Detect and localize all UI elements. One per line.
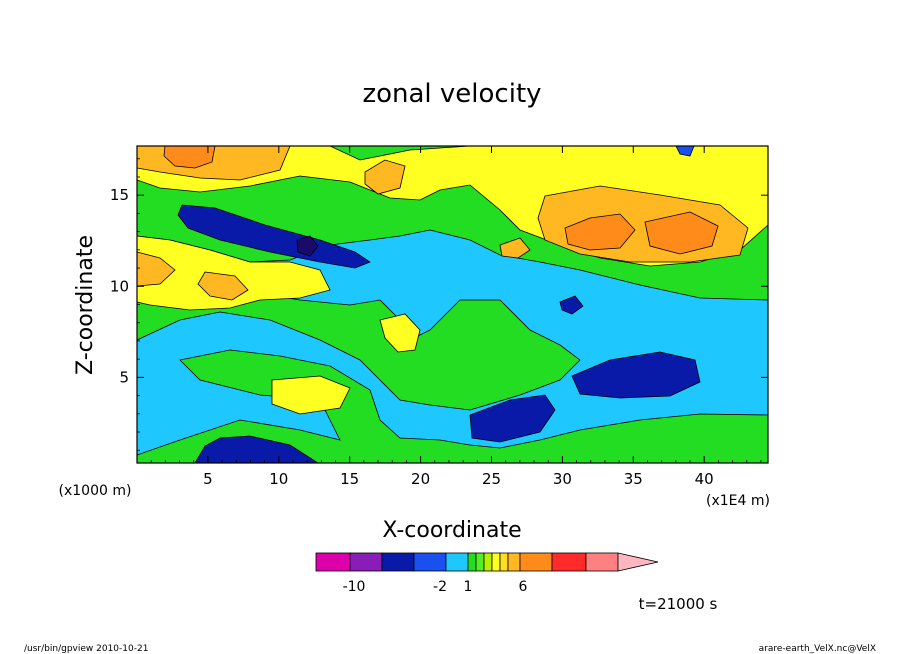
- orange-max-right-b: [644, 211, 719, 255]
- x-tick-label: 20: [411, 470, 430, 488]
- yellow-zone-lower: [271, 375, 351, 415]
- blue-zone-upper-left: [177, 204, 371, 269]
- x-tick-label: 35: [624, 470, 643, 488]
- colorbar-cell: [467, 552, 477, 572]
- orange-max-right-a: [564, 213, 636, 251]
- colorbar-cell: [519, 552, 553, 572]
- colorbar-cell: [381, 552, 415, 572]
- x-tick-label: 40: [695, 470, 714, 488]
- colorbar-cell: [585, 552, 619, 572]
- x-tick-label: 25: [482, 470, 501, 488]
- blue-max-upper-left: [296, 235, 319, 257]
- footer-right: arare-earth_VelX.nc@VelX: [759, 644, 876, 654]
- orange-max-topleft: [163, 146, 216, 169]
- orange-zone-mid-right: [499, 237, 531, 259]
- blue-zone-lower-mid: [469, 394, 556, 443]
- colorbar-extend-arrow: [617, 552, 659, 572]
- colorbar-tick-label: 1: [464, 579, 473, 595]
- x-tick-label: 30: [553, 470, 572, 488]
- x-axis-label: X-coordinate: [382, 518, 521, 543]
- colorbar: [315, 552, 659, 572]
- colorbar-cell: [551, 552, 587, 572]
- x-tick-label: 10: [269, 470, 288, 488]
- y-axis-label: Z-coordinate: [73, 235, 98, 375]
- colorbar-tick-label: -10: [343, 579, 366, 595]
- time-annotation: t=21000 s: [639, 595, 718, 613]
- colorbar-cell: [475, 552, 485, 572]
- blue-zone-bottom: [194, 435, 319, 463]
- x-tick-label: 15: [340, 470, 359, 488]
- y-unit-label: (x1000 m): [59, 483, 132, 499]
- colorbar-tick-label: -2: [433, 579, 447, 595]
- colorbar-cell: [507, 552, 521, 572]
- colorbar-tick-label: 6: [519, 579, 528, 595]
- y-tick-label: 15: [110, 186, 129, 204]
- colorbar-labels: -10 -2 1 6: [343, 579, 528, 595]
- colorbar-cell: [491, 552, 501, 572]
- orange-yellow-mid-left: [197, 271, 249, 301]
- y-tick-label: 10: [110, 277, 129, 295]
- colorbar-cell: [315, 552, 351, 572]
- orange-zone-top-center: [364, 159, 406, 195]
- y-axis-ticks: 5 10 15: [110, 158, 768, 451]
- colorbar-cell: [349, 552, 383, 572]
- y-tick-label: 5: [119, 368, 129, 386]
- blue-zone-top-right: [675, 146, 695, 157]
- green-zone-middle: [137, 284, 581, 411]
- colorbar-cell: [445, 552, 469, 572]
- contour-field: [137, 146, 768, 463]
- blue-zone-right: [571, 351, 701, 399]
- colorbar-cell: [413, 552, 447, 572]
- yellow-zone-center: [379, 313, 421, 353]
- blue-spot-right: [559, 295, 584, 315]
- x-unit-label: (x1E4 m): [706, 493, 770, 509]
- footer-left: /usr/bin/gpview 2010-10-21: [24, 644, 148, 654]
- x-tick-label: 5: [203, 470, 213, 488]
- colorbar-cell: [499, 552, 509, 572]
- x-axis-ticks: 5 10 15 20 25 30 35 40: [150, 146, 762, 488]
- yellow-zone-left: [137, 235, 331, 311]
- orange-yellow-left: [137, 251, 176, 287]
- chart-title: zonal velocity: [362, 79, 541, 109]
- colorbar-cell: [483, 552, 493, 572]
